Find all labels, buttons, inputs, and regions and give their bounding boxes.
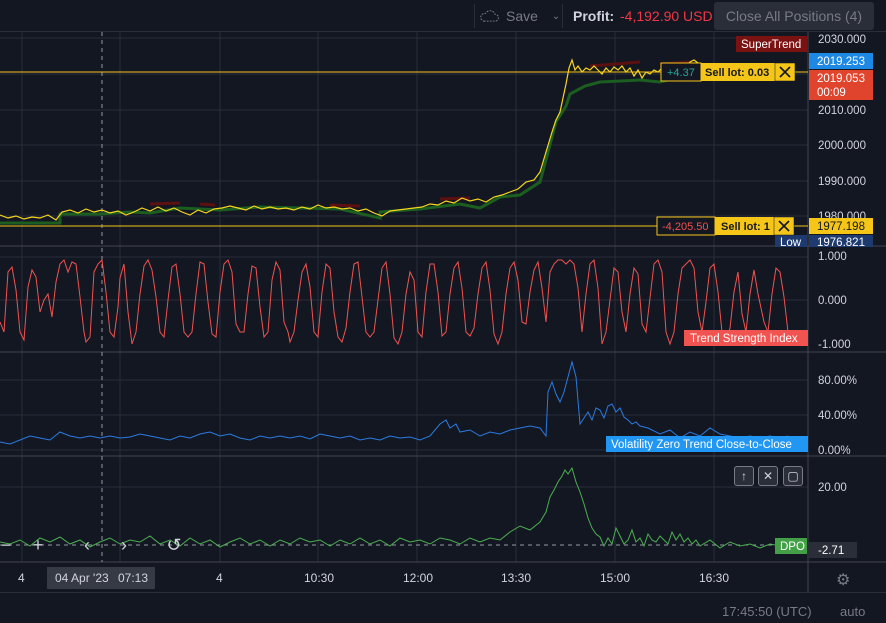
- position-pnl: +4.37: [667, 67, 695, 79]
- plus-icon[interactable]: +: [32, 534, 44, 555]
- volatility-tick: 40.00%: [818, 410, 857, 422]
- current-price-value: 2019.053: [817, 73, 865, 85]
- toolbar-divider: [474, 4, 475, 28]
- pane-separators[interactable]: [0, 32, 886, 592]
- crosshair-time: 07:13: [118, 571, 149, 585]
- grid: [0, 32, 808, 562]
- price-tick: 1990.000: [818, 176, 866, 188]
- crosshair-time-label: [47, 567, 155, 589]
- time-tick: 12:00: [403, 571, 433, 585]
- time-tick: 15:00: [600, 571, 630, 585]
- chevron-right-icon[interactable]: ›: [121, 534, 127, 555]
- dpo-line: [0, 466, 789, 549]
- volatility-line: [0, 360, 789, 445]
- supertrend-label: SuperTrend: [741, 39, 801, 51]
- time-tick: 4: [18, 571, 25, 585]
- sell-price-badge: [809, 218, 873, 234]
- close-icon[interactable]: ✕: [758, 466, 778, 486]
- last-price-value: 2019.253: [817, 56, 865, 68]
- position-widget-sell-1[interactable]: -4,205.50 Sell lot: 1: [656, 216, 795, 236]
- dpo-value-bg: [809, 542, 857, 558]
- supertrend-label-bg: [736, 36, 807, 52]
- auto-scale-toggle[interactable]: auto: [840, 604, 866, 619]
- last-price-badge: [809, 53, 873, 69]
- volatility-tick: 80.00%: [818, 375, 857, 387]
- supertrend-line: [0, 60, 701, 225]
- price-tick: 2010.000: [818, 105, 866, 117]
- position-pnl: -4,205.50: [662, 221, 708, 233]
- tsi-tick: -1.000: [818, 339, 851, 351]
- low-label: Low: [780, 237, 802, 249]
- volatility-label-bg: [606, 436, 808, 452]
- dpo-current-value: -2.71: [818, 545, 844, 557]
- sell-price-value: 1977.198: [817, 221, 865, 233]
- tsi-axis[interactable]: 1.000 0.000 -1.000: [818, 251, 851, 351]
- tsi-tick: 1.000: [818, 251, 847, 263]
- save-button[interactable]: Save ⌄: [478, 6, 560, 26]
- time-tick: 16:30: [699, 571, 729, 585]
- crosshair-date: 04 Apr '23: [55, 571, 109, 585]
- price-tick: 2030.000: [818, 34, 866, 46]
- profit-value: -4,192.90 USD: [620, 8, 713, 24]
- status-bar: [0, 592, 886, 623]
- maximize-icon[interactable]: ▢: [783, 466, 803, 486]
- volatility-axis[interactable]: 80.00% 40.00% 0.00%: [818, 375, 857, 457]
- tsi-line: [0, 258, 789, 346]
- low-value: 1976.821: [817, 237, 865, 249]
- gear-icon[interactable]: ⚙: [836, 572, 851, 589]
- cloud-icon: [480, 10, 499, 22]
- save-label: Save: [506, 8, 538, 24]
- price-axis[interactable]: 2030.000 2010.000 2000.000 1990.000 1980…: [818, 34, 866, 223]
- time-axis[interactable]: 4 4 10:30 12:00 13:30 15:00 16:30: [18, 571, 729, 585]
- bar-countdown: 00:09: [817, 87, 846, 99]
- arrow-up-icon[interactable]: ↑: [734, 466, 754, 486]
- low-value-bg: [809, 235, 873, 247]
- chart-canvas[interactable]: 2030.000 2010.000 2000.000 1990.000 1980…: [0, 32, 886, 592]
- time-tick: 13:30: [501, 571, 531, 585]
- time-tick: 4: [216, 571, 223, 585]
- price-tick: 2000.000: [818, 140, 866, 152]
- position-label: Sell lot: 1: [721, 221, 770, 233]
- dpo-axis[interactable]: 20.00: [818, 482, 847, 494]
- chevron-left-icon[interactable]: ‹: [84, 534, 90, 555]
- toolbar-divider: [562, 4, 563, 28]
- clock[interactable]: 17:45:50 (UTC): [722, 604, 812, 619]
- minus-icon[interactable]: −: [0, 534, 12, 555]
- dpo-label: DPO: [780, 541, 805, 553]
- position-label: Sell lot: 0.03: [705, 67, 769, 79]
- low-label-bg: [775, 235, 807, 247]
- close-all-positions-button[interactable]: Close All Positions (4): [714, 2, 874, 30]
- tsi-label: Trend Strength Index: [690, 333, 798, 345]
- profit-label: Profit:: [573, 8, 615, 24]
- tsi-tick: 0.000: [818, 295, 847, 307]
- time-tick: 10:30: [304, 571, 334, 585]
- chevron-down-icon[interactable]: ⌄: [551, 10, 561, 22]
- tsi-label-bg: [684, 330, 808, 346]
- current-price-badge: [809, 70, 873, 100]
- volatility-tick: 0.00%: [818, 445, 851, 457]
- position-widget-sell-003[interactable]: +4.37 Sell lot: 0.03: [660, 62, 796, 82]
- dpo-label-bg: [775, 538, 807, 554]
- dpo-tick: 20.00: [818, 482, 847, 494]
- reset-icon[interactable]: ↺: [166, 534, 182, 555]
- volatility-label: Volatility Zero Trend Close-to-Close: [611, 439, 792, 451]
